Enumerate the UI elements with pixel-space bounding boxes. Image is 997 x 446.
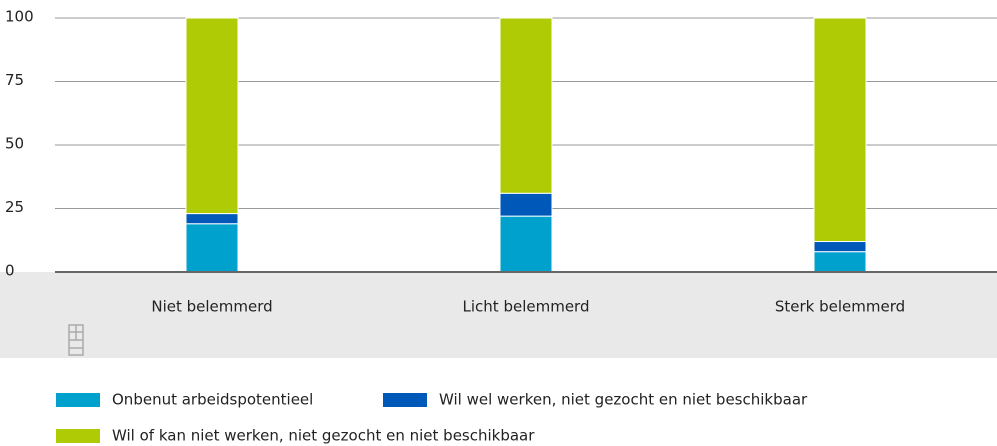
bar-segment — [185, 17, 239, 215]
x-tick-label: Sterk belemmerd — [775, 298, 905, 316]
bar-segment — [499, 17, 553, 194]
y-tick-label: 50 — [5, 135, 24, 153]
bar-segment — [185, 213, 239, 225]
y-tick-label: 0 — [5, 262, 15, 280]
legend-swatch — [56, 393, 100, 407]
legend-label: Onbenut arbeidspotentieel — [112, 391, 313, 409]
x-tick-label: Licht belemmerd — [463, 298, 590, 316]
bar-segment — [813, 241, 867, 253]
legend-label: Wil of kan niet werken, niet gezocht en … — [112, 427, 535, 445]
bar-segment — [185, 223, 239, 273]
bar-segment — [813, 251, 867, 273]
logo — [68, 324, 84, 356]
bar-segment — [499, 215, 553, 273]
bar-segment — [813, 17, 867, 243]
category-band — [0, 272, 997, 358]
x-tick-label: Niet belemmerd — [151, 298, 272, 316]
y-tick-label: 25 — [5, 198, 24, 216]
y-tick-label: 100 — [5, 8, 34, 26]
legend-swatch — [383, 393, 427, 407]
bar-segment — [499, 192, 553, 217]
y-tick-label: 75 — [5, 71, 24, 89]
legend-swatch — [56, 429, 100, 443]
legend-label: Wil wel werken, niet gezocht en niet bes… — [439, 391, 808, 409]
